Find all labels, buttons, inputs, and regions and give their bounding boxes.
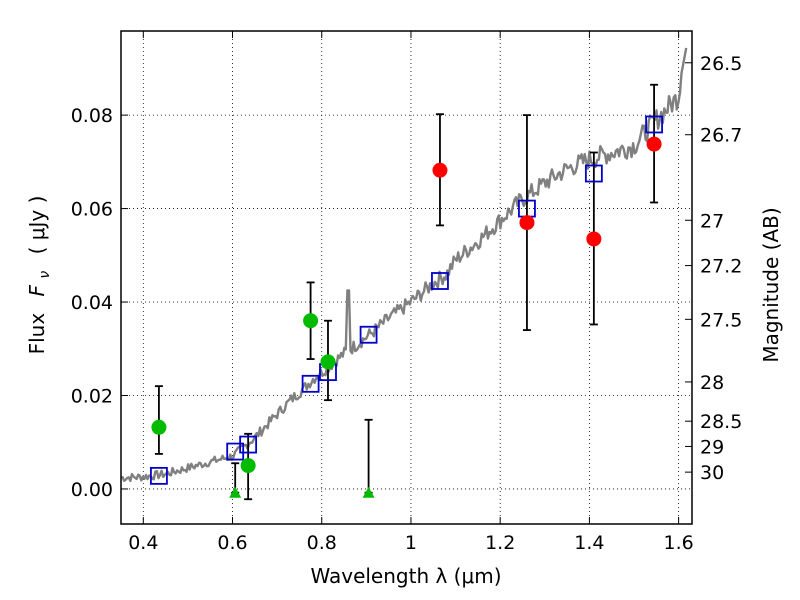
synthetic-photometry-point <box>301 374 320 393</box>
plot-frame <box>120 30 693 525</box>
y-axis-label-symbol: F <box>25 284 49 296</box>
y-axis-label-units: ( μJy ) <box>25 196 49 255</box>
plot-area <box>121 47 688 501</box>
x-tick-label: 0.6 <box>217 532 247 554</box>
nir-point <box>646 136 662 152</box>
optical-point <box>320 354 336 370</box>
axes: 0.4 0.6 0.8 1 1.2 1.4 1.6 0.00 0.02 0.04 0.06 0.08 2… <box>71 30 742 554</box>
right-axis-label: Magnitude (AB) <box>759 207 783 362</box>
model-spectrum-line <box>121 47 688 483</box>
upper-limit-point <box>362 486 375 498</box>
synthetic-photometry-point <box>584 164 603 183</box>
x-axis-label: Wavelength λ (μm) <box>310 564 501 588</box>
right-tick-label: 28.5 <box>700 411 742 433</box>
right-tick-label: 27 <box>700 210 724 232</box>
synthetic-photometry-point <box>150 466 168 485</box>
y-tick-label: 0.02 <box>71 385 113 407</box>
nir-point <box>586 231 602 247</box>
right-tick-label: 27.2 <box>700 256 742 278</box>
x-tick-label: 1.6 <box>664 532 694 554</box>
y-tick-label: 0.06 <box>71 199 113 221</box>
nir-point <box>432 162 448 178</box>
synthetic-photometry-point <box>645 115 663 134</box>
right-tick-label: 28 <box>700 372 724 394</box>
optical-point <box>240 458 256 474</box>
optical-point <box>303 313 319 329</box>
synthetic-photometry-point <box>226 442 245 461</box>
right-tick-label: 26.7 <box>700 125 742 147</box>
x-tick-label: 1 <box>405 532 417 554</box>
optical-point <box>151 419 167 435</box>
x-tick-label: 0.8 <box>307 532 337 554</box>
y-axis-label-subscript: ν <box>37 271 53 279</box>
right-tick-label: 27.5 <box>700 309 742 331</box>
right-tick-label: 26.5 <box>700 53 742 75</box>
y-tick-label: 0.08 <box>71 105 113 127</box>
y-axis-label-text: Flux <box>25 313 49 355</box>
synthetic-photometry-point <box>431 272 449 290</box>
upper-limit-point <box>229 486 242 498</box>
x-tick-label: 1.4 <box>574 532 604 554</box>
x-tick-label: 0.4 <box>128 532 158 554</box>
right-tick-label: 30 <box>700 462 724 484</box>
nir-point <box>519 215 535 231</box>
x-tick-label: 1.2 <box>485 532 515 554</box>
y-tick-label: 0.04 <box>71 292 113 314</box>
y-axis-label: Flux F ν ( μJy ) <box>25 196 54 355</box>
right-tick-label: 29 <box>700 436 724 458</box>
synthetic-photometry-point <box>359 325 378 344</box>
synthetic-photometry-point <box>239 435 258 454</box>
y-tick-label: 0.00 <box>71 479 113 501</box>
